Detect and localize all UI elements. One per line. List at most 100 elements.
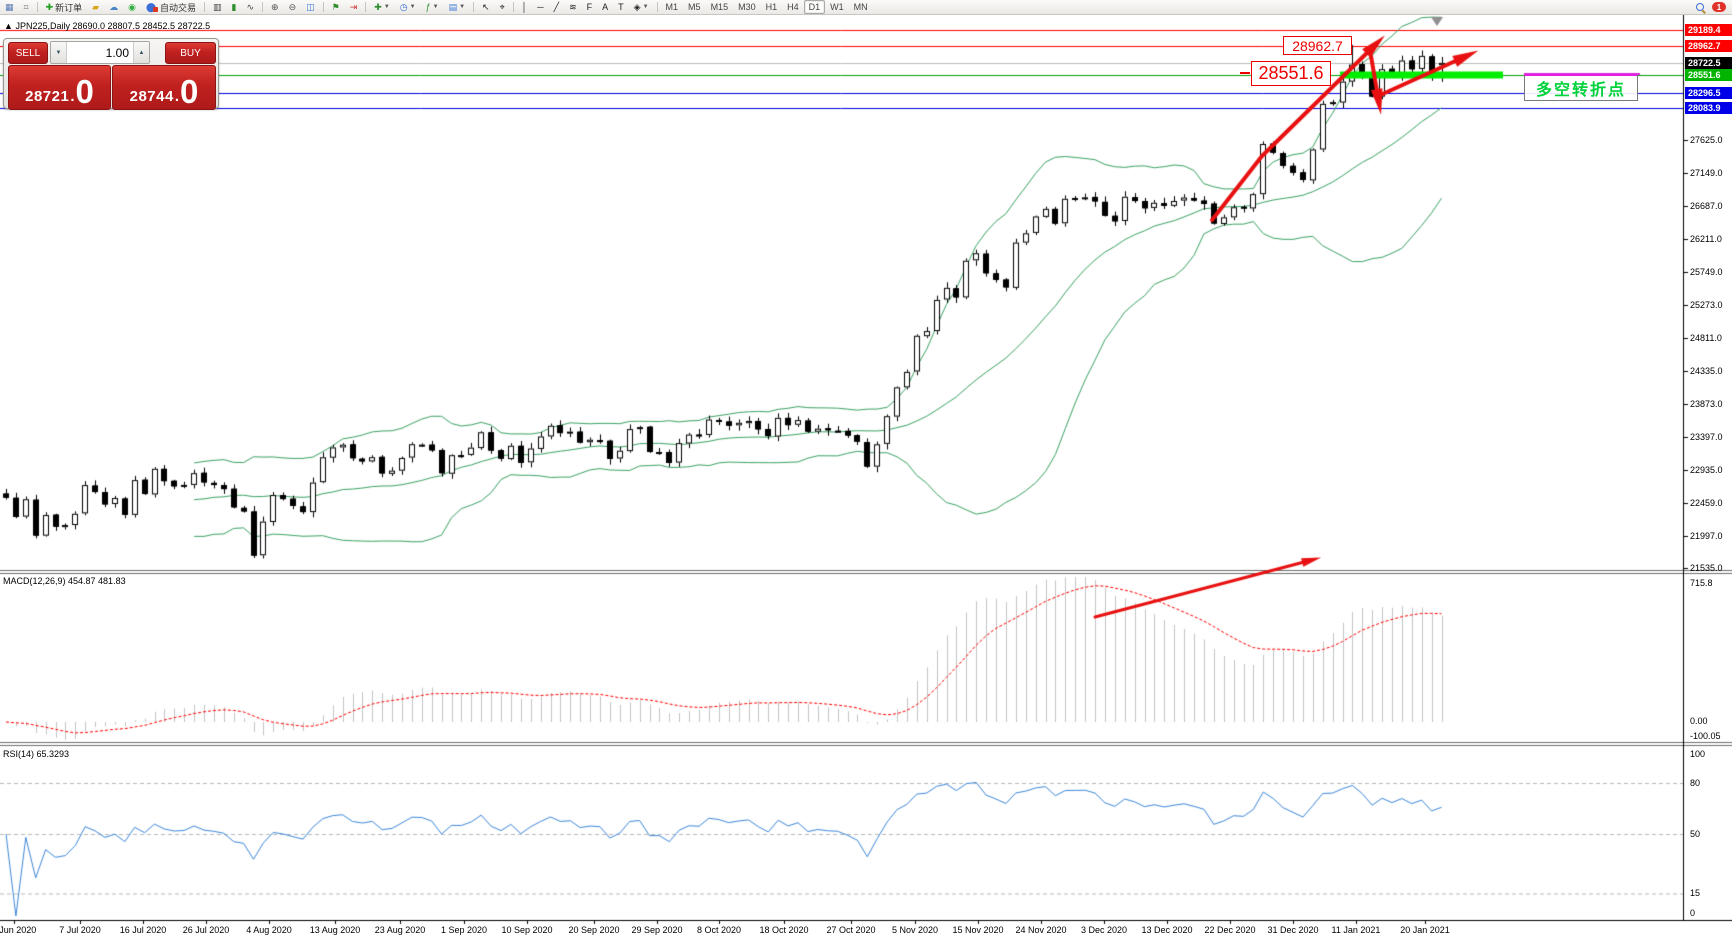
- toolbar-separator: [36, 2, 38, 12]
- vertical-line-icon[interactable]: │: [518, 0, 532, 14]
- price-tick-label: 24811.0: [1690, 332, 1722, 343]
- volume-increase-button[interactable]: ▲: [133, 42, 149, 63]
- toolbar-separator: [262, 2, 264, 12]
- price-tag: 28722.5: [1685, 56, 1732, 69]
- timeframe-m5[interactable]: M5: [688, 2, 701, 12]
- dropdown-arrow-icon: ▼: [409, 4, 416, 10]
- date-label: 24 Nov 2020: [1015, 925, 1067, 935]
- timeframe-m15[interactable]: M15: [710, 2, 729, 12]
- turning-point-note[interactable]: 多空转折点: [1524, 74, 1638, 101]
- zoom-in-icon[interactable]: ⊕: [267, 0, 283, 14]
- cursor-icon: ↖: [482, 2, 490, 12]
- candlestick-chart-icon[interactable]: ▮: [228, 0, 241, 14]
- timeframe-h1[interactable]: H1: [765, 2, 778, 12]
- date-label: 29 Sep 2020: [631, 925, 683, 935]
- rsi-label: RSI(14) 65.3293: [3, 749, 70, 759]
- price-tick-label: 22935.0: [1690, 464, 1723, 475]
- volume-stepper: ▼ 1.00 ▲: [50, 41, 150, 64]
- trendline-icon[interactable]: ╱: [550, 0, 563, 14]
- timeframe-w1[interactable]: W1: [830, 2, 844, 12]
- new-order-button[interactable]: ✚ 新订单: [42, 0, 87, 14]
- price-tick-label: 27149.0: [1690, 168, 1723, 179]
- line-chart-icon: ∿: [246, 2, 255, 12]
- vertical-line-icon: │: [521, 2, 528, 12]
- toolbar-separator: [322, 2, 324, 12]
- chart-title: ▲ JPN225,Daily 28690.0 28807.5 28452.5 2…: [4, 21, 211, 31]
- signals-icon[interactable]: ◉: [124, 0, 140, 14]
- date-label: 4 Aug 2020: [246, 925, 292, 935]
- date-label: 8 Jun 2020: [0, 925, 37, 935]
- timeframe-d1[interactable]: D1: [803, 0, 826, 14]
- community-icon[interactable]: ☁: [105, 0, 122, 14]
- timeframe-m1[interactable]: M1: [665, 2, 679, 12]
- date-label: 7 Jul 2020: [59, 925, 101, 935]
- preview-icon[interactable]: ⌗: [20, 0, 33, 14]
- support-annotation[interactable]: 28551.6: [1251, 61, 1331, 86]
- fibonacci-icon[interactable]: F: [583, 0, 597, 14]
- timeframe-h4[interactable]: H4: [787, 2, 799, 12]
- chart-shift-icon: ⇥: [349, 2, 358, 12]
- volume-decrease-button[interactable]: ▼: [51, 42, 67, 63]
- sell-price-dot: .: [70, 88, 75, 105]
- rsi-scale-label: 50: [1690, 829, 1701, 839]
- price-tick-label: 21535.0: [1690, 562, 1723, 573]
- shapes-button[interactable]: ◈ ▼: [630, 0, 653, 14]
- chart-window-icon[interactable]: ▦: [1, 0, 18, 14]
- price-tick-label: 25749.0: [1690, 266, 1723, 277]
- price-tick-label: 26211.0: [1690, 234, 1722, 245]
- shapes-button: ◈: [633, 2, 641, 12]
- sell-button[interactable]: SELL: [8, 42, 48, 64]
- sell-price-button[interactable]: 28721. 0: [8, 65, 111, 110]
- auto-scroll-icon[interactable]: ⚑: [328, 0, 344, 14]
- buy-price-button[interactable]: 28744. 0: [112, 65, 216, 110]
- label-icon[interactable]: T: [614, 0, 628, 14]
- price-tag: 28962.7: [1685, 39, 1732, 52]
- price-tick-label: 26687.0: [1690, 200, 1723, 211]
- bar-chart-icon[interactable]: ▥: [209, 0, 226, 14]
- periods-button[interactable]: ◷ ▼: [396, 0, 420, 14]
- price-tick-label: 21997.0: [1690, 530, 1723, 541]
- new-chart-button[interactable]: ✚ ▼: [370, 0, 394, 14]
- timeframe-m30[interactable]: M30: [738, 2, 756, 12]
- date-label: 3 Dec 2020: [1080, 925, 1128, 935]
- toolbar-separator: [473, 2, 475, 12]
- fibonacci-icon: F: [586, 2, 593, 12]
- zoom-in-icon: ⊕: [271, 2, 279, 12]
- date-label: 31 Dec 2020: [1267, 925, 1319, 935]
- tile-windows-icon[interactable]: ◫: [302, 0, 319, 14]
- macd-scale-label: 0.00: [1690, 716, 1708, 726]
- volume-value[interactable]: 1.00: [105, 45, 129, 60]
- price-tag: 29189.4: [1685, 24, 1732, 37]
- resistance-annotation[interactable]: 28962.7: [1283, 36, 1352, 55]
- toolbar-separator: [365, 2, 367, 12]
- line-chart-icon[interactable]: ∿: [243, 0, 259, 14]
- templates-button[interactable]: ▤ ▼: [445, 0, 469, 14]
- buy-price-main: 28744: [129, 88, 174, 105]
- indicators-button[interactable]: ƒ ▼: [422, 0, 443, 14]
- chart-shift-icon[interactable]: ⇥: [346, 0, 362, 14]
- buy-button[interactable]: BUY: [165, 42, 216, 64]
- autotrading-button[interactable]: ⬤ 自动交易: [142, 0, 200, 14]
- text-icon[interactable]: A: [598, 0, 612, 14]
- horizontal-line-icon[interactable]: ─: [533, 0, 547, 14]
- gold-icon[interactable]: ▰: [88, 0, 103, 14]
- date-label: 26 Jul 2020: [182, 925, 230, 935]
- cursor-icon[interactable]: ↖: [478, 0, 494, 14]
- zoom-out-icon[interactable]: ⊖: [285, 0, 301, 14]
- channel-icon[interactable]: ≋: [565, 0, 581, 14]
- notification-badge[interactable]: 1: [1712, 2, 1726, 12]
- search-icon[interactable]: [1696, 3, 1704, 11]
- support-annotation-tick: [1240, 72, 1250, 74]
- new-chart-button: ✚: [374, 2, 382, 12]
- dropdown-arrow-icon: ▼: [383, 4, 390, 10]
- timeframe-mn[interactable]: MN: [853, 2, 868, 12]
- gold-icon: ▰: [92, 2, 100, 12]
- autotrading-button: ⬤: [145, 2, 157, 12]
- date-label: 5 Nov 2020: [891, 925, 939, 935]
- date-label: 1 Sep 2020: [440, 925, 488, 935]
- templates-button: ▤: [448, 2, 458, 12]
- toolbar-separator: [512, 2, 514, 12]
- crosshair-icon[interactable]: ⌖: [496, 0, 509, 14]
- crosshair-icon: ⌖: [499, 2, 505, 12]
